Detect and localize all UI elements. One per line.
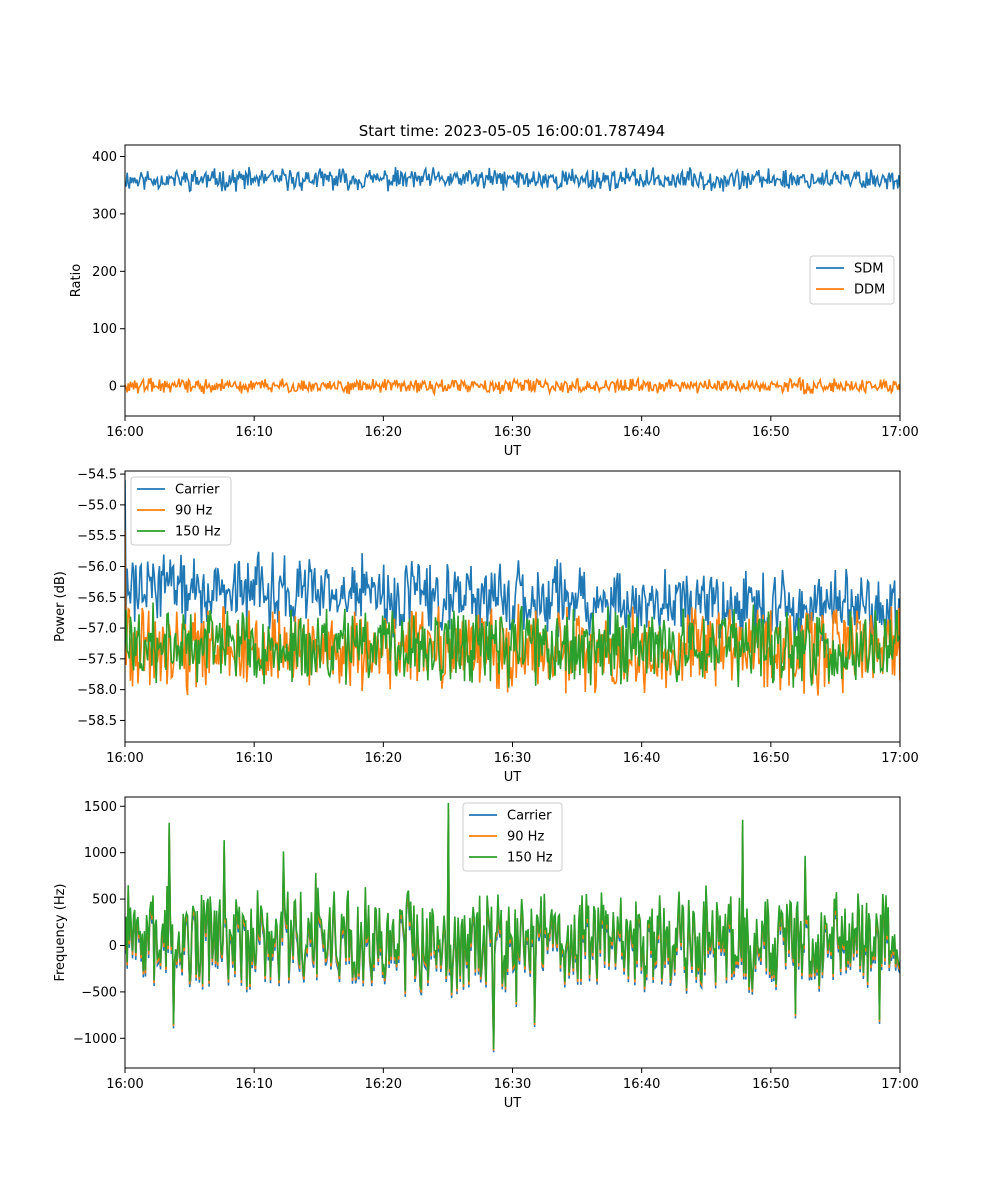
y-tick-label: −56.0 bbox=[77, 560, 117, 575]
legend-label: 150 Hz bbox=[507, 851, 553, 866]
x-axis-label: UT bbox=[504, 770, 522, 785]
x-tick-label: 16:50 bbox=[752, 425, 789, 440]
y-tick-label: 500 bbox=[92, 893, 117, 908]
y-tick-label: −55.0 bbox=[77, 498, 117, 513]
legend: SDM DDM bbox=[809, 255, 895, 305]
y-tick-label: 100 bbox=[92, 322, 117, 337]
y-tick-label: 400 bbox=[92, 150, 117, 165]
x-tick-label: 16:50 bbox=[752, 751, 789, 766]
x-tick-label: 16:30 bbox=[494, 1077, 531, 1092]
x-tick-label: 16:00 bbox=[106, 425, 143, 440]
legend-label: DDM bbox=[854, 283, 885, 298]
x-tick-label: 16:50 bbox=[752, 1077, 789, 1092]
x-tick-label: 16:10 bbox=[235, 1077, 272, 1092]
legend-box bbox=[130, 476, 232, 546]
x-tick-label: 16:10 bbox=[235, 425, 272, 440]
ratio-series-sdm bbox=[125, 165, 900, 193]
legend-label: 150 Hz bbox=[175, 525, 221, 540]
y-tick-label: −55.5 bbox=[77, 529, 117, 544]
y-tick-label: 0 bbox=[109, 939, 117, 954]
panel-1: 16:00 16:10 16:20 16:30 16:40 16:50 17:00 0 100 2… bbox=[69, 144, 919, 459]
x-axis-label: UT bbox=[504, 444, 522, 459]
frequency-series-150-hz bbox=[125, 802, 900, 1050]
y-axis-label: Frequency (Hz) bbox=[53, 883, 68, 981]
x-tick-label: 16:40 bbox=[623, 751, 660, 766]
x-tick-label: 16:20 bbox=[365, 751, 402, 766]
x-tick-label: 16:40 bbox=[623, 1077, 660, 1092]
y-tick-label: 200 bbox=[92, 265, 117, 280]
x-tick-label: 16:00 bbox=[106, 751, 143, 766]
x-axis-label: UT bbox=[504, 1096, 522, 1111]
x-tick-label: 16:30 bbox=[494, 425, 531, 440]
x-tick-label: 17:00 bbox=[881, 425, 918, 440]
y-tick-label: −1000 bbox=[73, 1032, 117, 1047]
y-axis-label: Power (dB) bbox=[53, 571, 68, 642]
y-tick-label: −54.5 bbox=[77, 468, 117, 483]
y-tick-label: −58.5 bbox=[77, 714, 117, 729]
ratio-series-ddm bbox=[125, 375, 900, 397]
y-tick-label: 1000 bbox=[84, 846, 117, 861]
figure-title: Start time: 2023-05-05 16:00:01.787494 bbox=[359, 122, 665, 140]
y-tick-label: 0 bbox=[109, 380, 117, 395]
y-axis-label: Ratio bbox=[69, 264, 84, 297]
legend-label: 90 Hz bbox=[175, 504, 212, 519]
x-tick-label: 16:20 bbox=[365, 425, 402, 440]
x-tick-label: 16:10 bbox=[235, 751, 272, 766]
x-tick-label: 17:00 bbox=[881, 1077, 918, 1092]
legend-box bbox=[462, 802, 563, 872]
y-tick-label: −57.0 bbox=[77, 622, 117, 637]
x-tick-label: 16:20 bbox=[365, 1077, 402, 1092]
legend: Carrier 90 Hz 150 Hz bbox=[130, 476, 232, 546]
y-tick-label: 300 bbox=[92, 207, 117, 222]
x-tick-label: 16:30 bbox=[494, 751, 531, 766]
legend-label: SDM bbox=[854, 262, 883, 277]
legend-label: Carrier bbox=[175, 483, 220, 498]
y-tick-label: −56.5 bbox=[77, 591, 117, 606]
y-tick-label: 1500 bbox=[84, 800, 117, 815]
legend-label: Carrier bbox=[507, 809, 552, 824]
panels: 16:00 16:10 16:20 16:30 16:40 16:50 17:00 0 100 2… bbox=[53, 144, 919, 1111]
y-tick-label: −57.5 bbox=[77, 652, 117, 667]
x-tick-label: 16:00 bbox=[106, 1077, 143, 1092]
y-tick-label: −500 bbox=[81, 985, 117, 1000]
x-tick-label: 16:40 bbox=[623, 425, 660, 440]
panel-3: 16:00 16:10 16:20 16:30 16:40 16:50 17:00 −1000… bbox=[53, 796, 919, 1111]
power-series-150-hz bbox=[125, 602, 900, 688]
legend-label: 90 Hz bbox=[507, 830, 544, 845]
y-tick-label: −58.0 bbox=[77, 683, 117, 698]
x-tick-label: 17:00 bbox=[881, 751, 918, 766]
legend: Carrier 90 Hz 150 Hz bbox=[462, 802, 563, 872]
panel-2: 16:00 16:10 16:20 16:30 16:40 16:50 17:00 −54.5… bbox=[53, 468, 919, 785]
